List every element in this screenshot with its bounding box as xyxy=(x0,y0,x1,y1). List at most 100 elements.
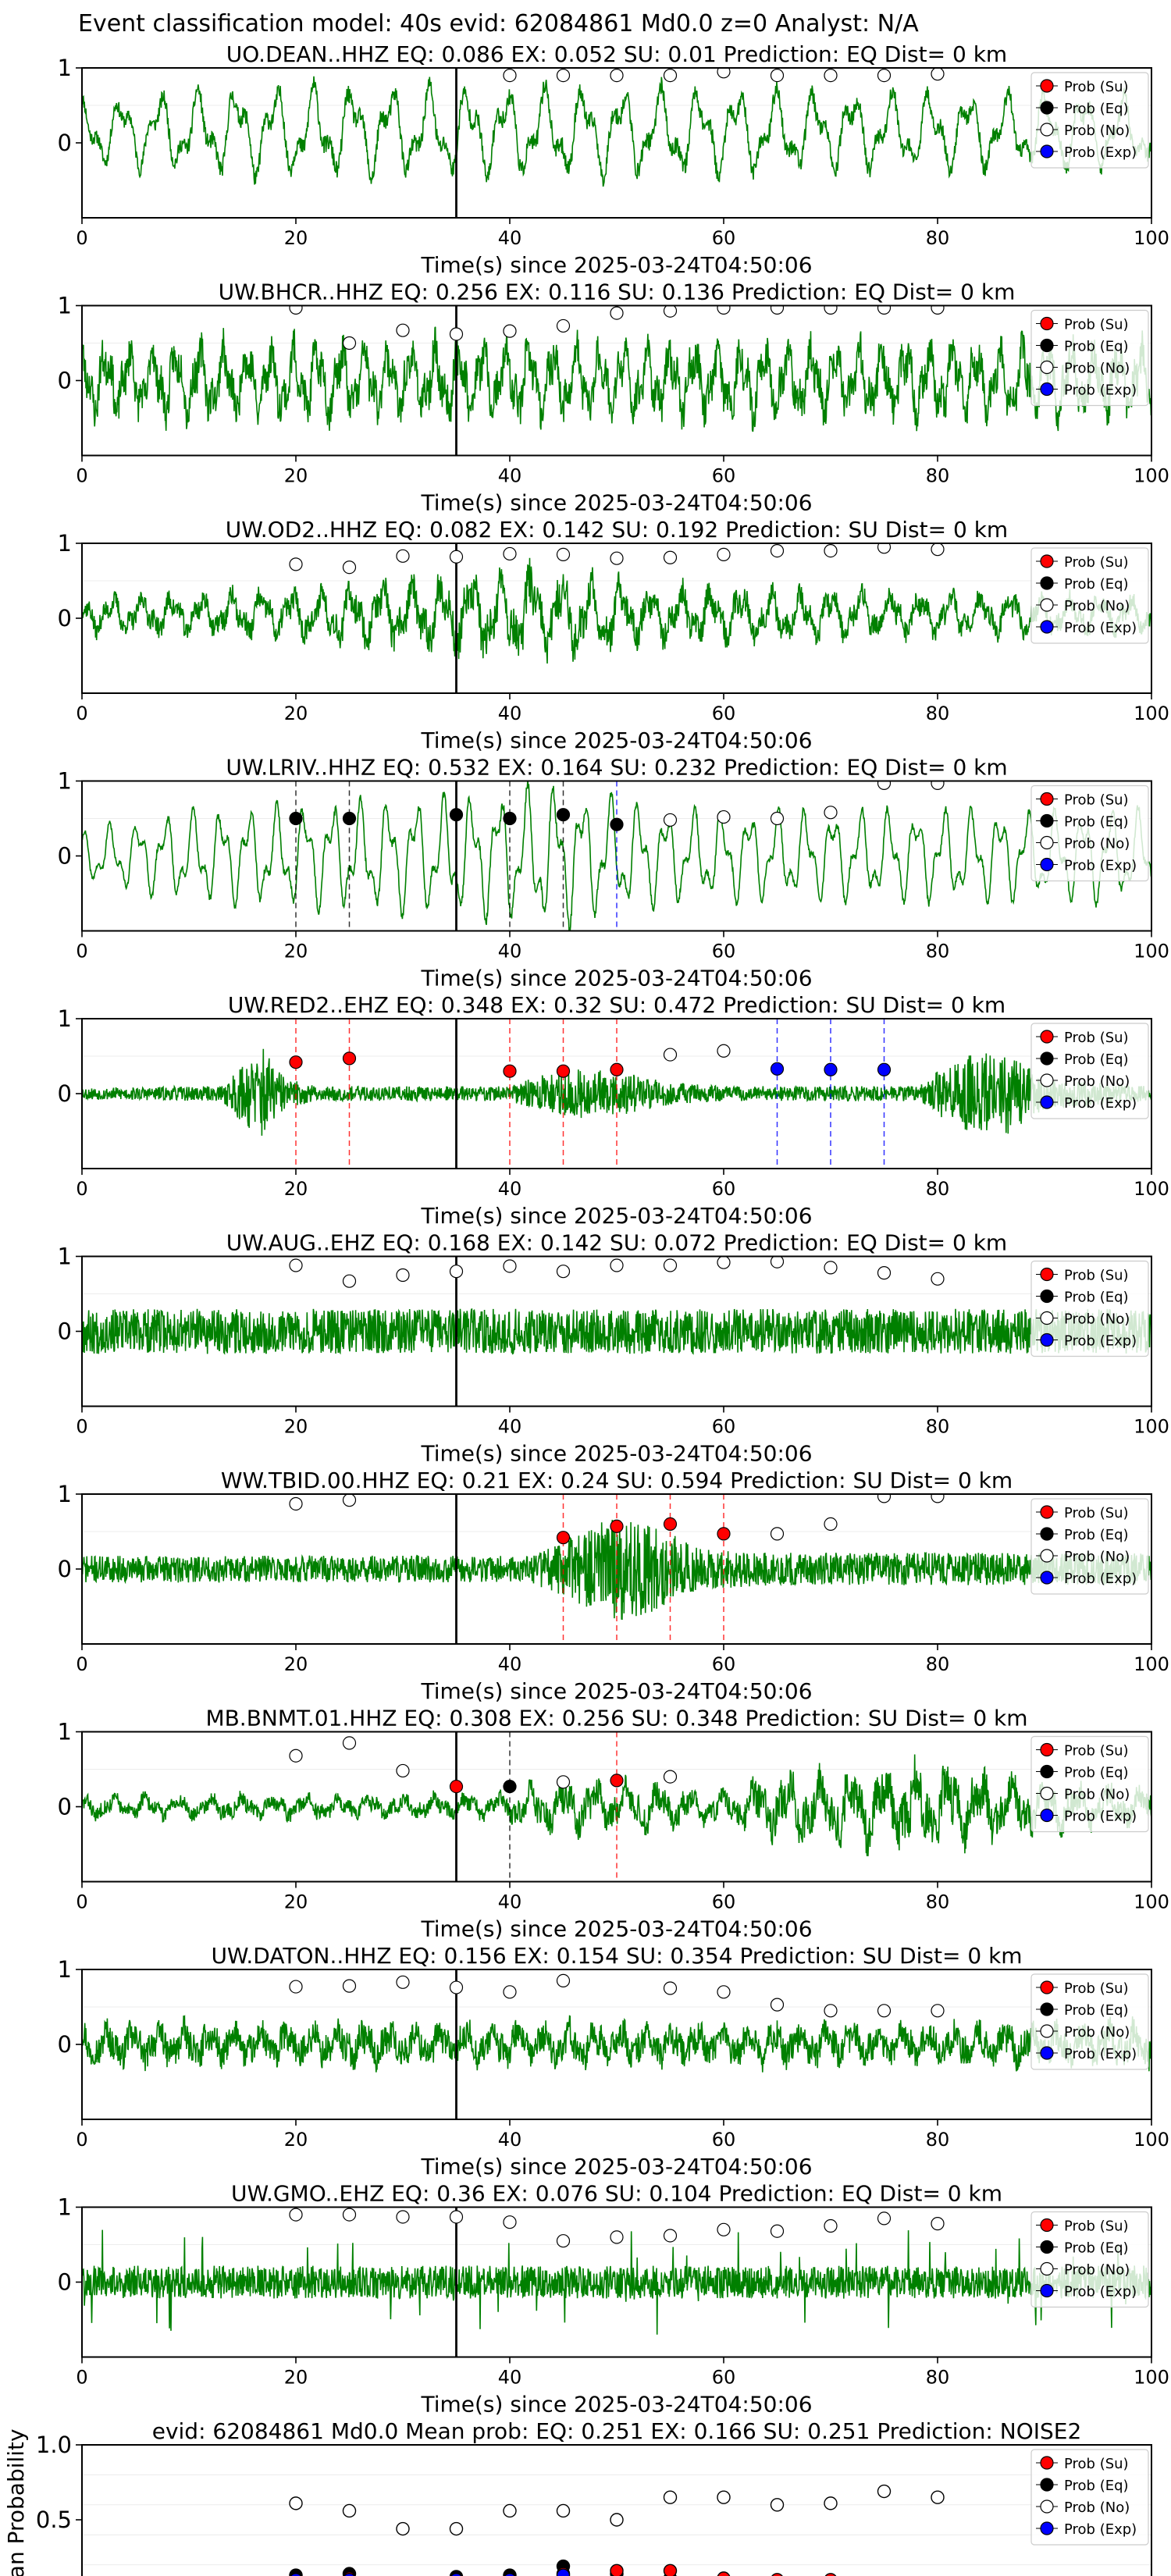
x-tick-label: 60 xyxy=(712,1891,736,1913)
legend-label-eq: Prob (Eq) xyxy=(1064,1051,1129,1068)
legend-marker-eq xyxy=(1040,1764,1054,1779)
x-tick-label: 40 xyxy=(498,227,522,249)
prob-point-su xyxy=(663,1517,678,1532)
x-tick-label: 80 xyxy=(926,1891,950,1913)
plot-area xyxy=(82,1019,1151,1169)
x-tick-label: 20 xyxy=(284,465,308,487)
prob-point-su xyxy=(503,1064,517,1078)
legend-marker-exp xyxy=(1040,144,1054,158)
x-axis-label: Time(s) since 2025-03-24T04:50:06 xyxy=(420,490,812,516)
prob-point-no xyxy=(931,1494,945,1503)
mean-prob-point-no xyxy=(877,2484,892,2499)
prob-point-no xyxy=(396,549,410,563)
panels-container: UO.DEAN..HHZ EQ: 0.086 EX: 0.052 SU: 0.0… xyxy=(3,41,1169,2576)
x-tick-label: 60 xyxy=(712,227,736,249)
prob-point-no xyxy=(556,547,571,562)
prob-point-no xyxy=(770,811,785,826)
prob-point-no xyxy=(503,68,517,83)
legend-label-eq: Prob (Eq) xyxy=(1064,2478,1129,2494)
prob-point-no xyxy=(877,1266,892,1280)
waveform-trace xyxy=(82,2229,1151,2335)
legend-label-exp: Prob (Exp) xyxy=(1064,1095,1137,1112)
legend-box xyxy=(1030,72,1149,169)
mean-prob-point-exp xyxy=(504,2573,516,2576)
legend-marker-no xyxy=(1040,360,1054,375)
prob-point-no xyxy=(717,1044,731,1058)
x-tick-label: 80 xyxy=(926,2367,950,2389)
legend-marker-eq xyxy=(1040,2002,1054,2016)
legend-box xyxy=(1030,1735,1149,1833)
legend-label-eq: Prob (Eq) xyxy=(1064,1765,1129,1781)
prob-point-no xyxy=(610,68,624,83)
x-tick-label: 40 xyxy=(498,703,522,724)
legend-label-no: Prob (No) xyxy=(1064,598,1130,614)
prob-point-no xyxy=(931,1272,945,1286)
legend-marker-su xyxy=(1040,1030,1054,1044)
prob-point-eq xyxy=(449,808,464,822)
x-tick-label: 20 xyxy=(284,1653,308,1675)
y-tick-label: 0 xyxy=(58,1794,72,1820)
legend-marker-no xyxy=(1040,123,1054,137)
legend-label-su: Prob (Su) xyxy=(1064,317,1129,333)
legend-marker-exp xyxy=(1040,1332,1054,1347)
prob-point-no xyxy=(503,2215,517,2229)
prob-point-exp xyxy=(877,1062,892,1076)
legend-label-exp: Prob (Exp) xyxy=(1064,620,1137,636)
prob-point-no xyxy=(663,68,678,83)
prob-point-no xyxy=(449,2210,464,2224)
prob-point-no xyxy=(877,305,892,315)
legend-label-no: Prob (No) xyxy=(1064,836,1130,852)
y-tick-label: 0 xyxy=(58,368,72,394)
y-axis-label: Mean Probability xyxy=(3,2428,29,2576)
mean-prob-point-no xyxy=(342,2503,357,2518)
mean-prob-point-exp xyxy=(343,2573,355,2576)
legend-marker-no xyxy=(1040,1311,1054,1325)
mean-prob-point-no xyxy=(717,2490,731,2504)
prob-point-no xyxy=(610,551,624,565)
panel-2: UW.OD2..HHZ EQ: 0.082 EX: 0.142 SU: 0.19… xyxy=(58,517,1169,753)
prob-point-eq xyxy=(556,808,571,822)
prob-point-no xyxy=(770,1998,785,2012)
x-tick-label: 80 xyxy=(926,1653,950,1675)
x-tick-label: 80 xyxy=(926,2129,950,2151)
prob-point-no xyxy=(449,327,464,341)
x-axis-label: Time(s) since 2025-03-24T04:50:06 xyxy=(420,1441,812,1467)
plot-area xyxy=(82,68,1151,218)
prob-point-eq xyxy=(610,817,624,831)
plot-area xyxy=(82,1494,1151,1644)
legend-marker-eq xyxy=(1040,2478,1054,2492)
x-tick-label: 0 xyxy=(76,465,87,487)
prob-point-su xyxy=(556,1531,571,1545)
prob-point-no xyxy=(717,809,731,824)
panel-0: UO.DEAN..HHZ EQ: 0.086 EX: 0.052 SU: 0.0… xyxy=(58,41,1169,278)
legend-marker-exp xyxy=(1040,857,1054,872)
legend-label-no: Prob (No) xyxy=(1064,1073,1130,1090)
prob-point-no xyxy=(824,806,838,820)
x-axis-label: Time(s) since 2025-03-24T04:50:06 xyxy=(420,2154,812,2179)
prob-point-no xyxy=(556,1265,571,1279)
x-tick-label: 60 xyxy=(712,465,736,487)
prob-point-no xyxy=(342,2208,357,2222)
prob-point-no xyxy=(289,1749,303,1763)
prob-point-no xyxy=(770,543,785,558)
prob-point-no xyxy=(503,324,517,338)
panel-1: UW.BHCR..HHZ EQ: 0.256 EX: 0.116 SU: 0.1… xyxy=(58,279,1169,516)
prob-point-no xyxy=(717,305,731,315)
prob-point-no xyxy=(770,2224,785,2238)
prob-point-no xyxy=(770,1527,785,1541)
prob-point-exp xyxy=(824,1062,838,1076)
x-tick-label: 40 xyxy=(498,2129,522,2151)
prob-point-no xyxy=(663,305,678,318)
plot-area xyxy=(82,543,1151,693)
waveform-trace xyxy=(82,76,1151,187)
x-tick-label: 60 xyxy=(712,703,736,724)
legend-marker-exp xyxy=(1040,1808,1054,1823)
legend-marker-exp xyxy=(1040,620,1054,634)
prob-point-eq xyxy=(289,811,303,826)
prob-point-no xyxy=(396,1763,410,1778)
prob-point-no xyxy=(824,1261,838,1275)
legend-label-exp: Prob (Exp) xyxy=(1064,1809,1137,1825)
y-tick-label: 0 xyxy=(58,605,72,632)
legend-box xyxy=(1030,2211,1149,2308)
